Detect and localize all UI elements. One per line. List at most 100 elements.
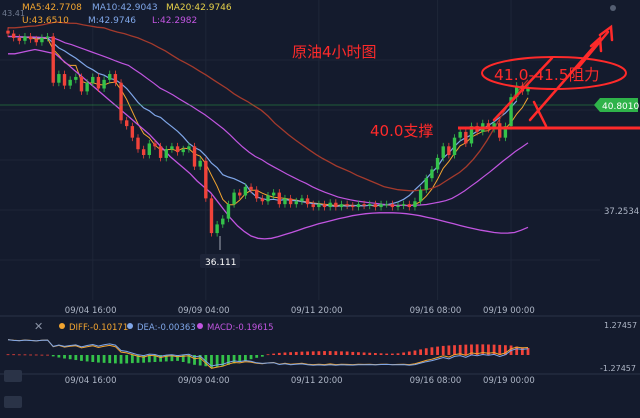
macd-bar	[368, 352, 372, 355]
macd-bar	[147, 355, 151, 363]
macd-bar	[68, 355, 72, 360]
candle-body	[96, 76, 101, 89]
macd-bar	[125, 355, 129, 364]
bottom-time-axis: 09/04 16:00 09/09 04:00 09/11 20:00 09/16 0…	[65, 376, 535, 386]
macd-bar	[51, 355, 55, 357]
candle-body	[153, 143, 157, 147]
macd-bar	[159, 355, 163, 362]
macd-bar	[362, 352, 366, 355]
macd-bar	[108, 355, 112, 364]
macd-bar	[6, 354, 10, 356]
time-axis: 09/04 16:00 09/09 04:00 09/11 20:00 09/16 0…	[65, 306, 535, 316]
macd-bar	[243, 355, 247, 361]
macd-bar	[487, 344, 490, 355]
time-tick-label: 09/09 04:00	[178, 306, 230, 316]
candle-body	[221, 218, 225, 225]
candle-body	[526, 88, 530, 92]
macd-readout: MACD:-0.19615	[207, 323, 274, 333]
close-icon[interactable]: ✕	[34, 320, 43, 333]
macd-bar	[520, 347, 524, 355]
macd-bar	[12, 354, 16, 356]
macd-bar	[402, 352, 406, 355]
macd-bar	[153, 355, 157, 362]
macd-bar	[91, 355, 95, 362]
candle-body	[45, 36, 50, 38]
candle-body	[102, 79, 106, 89]
macd-bar	[317, 351, 321, 355]
ma5-readout: MA5:42.7708	[22, 3, 82, 13]
time-tick-label: 09/16 08:00	[410, 306, 462, 316]
ma20-readout: MA20:42.9746	[166, 3, 232, 13]
settings-dot-icon[interactable]	[610, 5, 616, 11]
macd-bar	[385, 353, 389, 355]
candle-body	[192, 146, 197, 167]
candle-body	[28, 36, 33, 40]
candle-body	[356, 204, 361, 208]
candle-body	[362, 204, 366, 206]
macd-bar	[441, 345, 445, 355]
macd-bar	[130, 355, 134, 364]
candle-body	[441, 146, 445, 158]
macd-bar	[260, 355, 264, 357]
macd-bar	[34, 354, 38, 356]
macd-header: ✕ DIFF:-0.10171 DEA:-0.00363 MACD:-0.196…	[34, 320, 637, 373]
candle-body	[503, 126, 508, 138]
time-tick-label: 09/11 20:00	[291, 306, 343, 316]
candle-body	[209, 198, 214, 234]
candle-body	[57, 74, 61, 83]
macd-bar	[272, 353, 276, 355]
time-tick-label: 09/09 04:00	[178, 376, 230, 386]
upper-band-readout: U:43.6510	[22, 16, 69, 26]
macd-bar	[345, 351, 349, 355]
candle-body	[232, 192, 236, 205]
svg-text:36.111: 36.111	[205, 258, 237, 268]
candle-body	[492, 123, 496, 129]
macd-bar	[164, 355, 168, 362]
macd-bar	[74, 355, 78, 361]
candle-body	[40, 37, 44, 43]
lower-band-readout: L:42.2982	[152, 16, 197, 26]
macd-bar	[289, 352, 293, 355]
candle-body	[238, 192, 242, 196]
candle-body	[260, 198, 265, 202]
candle-body	[91, 76, 95, 83]
candle-body	[198, 160, 202, 167]
macd-bar	[515, 346, 519, 355]
time-tick-label: 09/19 00:00	[483, 376, 535, 386]
macd-bar	[277, 352, 281, 355]
candle-body	[322, 204, 327, 208]
candle-body	[390, 204, 395, 208]
candle-body	[226, 204, 231, 219]
macd-bar	[407, 351, 411, 355]
macd-bar	[447, 345, 451, 355]
panel-controls[interactable]	[4, 370, 22, 408]
time-tick-label: 09/04 16:00	[65, 306, 117, 316]
grid	[0, 0, 600, 300]
candle-body	[418, 189, 423, 202]
candle-body	[23, 36, 27, 41]
macd-bar	[176, 355, 179, 361]
dea-line	[7, 339, 529, 367]
candle-body	[266, 195, 270, 202]
macd-bar	[470, 344, 473, 355]
macd-bar	[193, 355, 196, 365]
macd-bar	[498, 344, 502, 355]
macd-bar	[294, 351, 298, 355]
resistance-annotation: 41.0-41.5阻力	[494, 66, 600, 84]
macd-bar	[492, 344, 496, 355]
macd-bar	[63, 355, 66, 359]
macd-bar	[23, 354, 27, 356]
macd-bar	[323, 351, 326, 355]
ma10-readout: MA10:42.9043	[92, 3, 158, 13]
diff-readout: DIFF:-0.10171	[69, 323, 128, 333]
candle-body	[407, 204, 412, 208]
macd-bar	[328, 351, 332, 355]
mid-band-readout: M:42.9746	[88, 16, 136, 26]
macd-bar	[396, 353, 400, 355]
candle-body	[136, 137, 140, 150]
candle-body	[271, 192, 276, 196]
candle-body	[514, 85, 519, 98]
